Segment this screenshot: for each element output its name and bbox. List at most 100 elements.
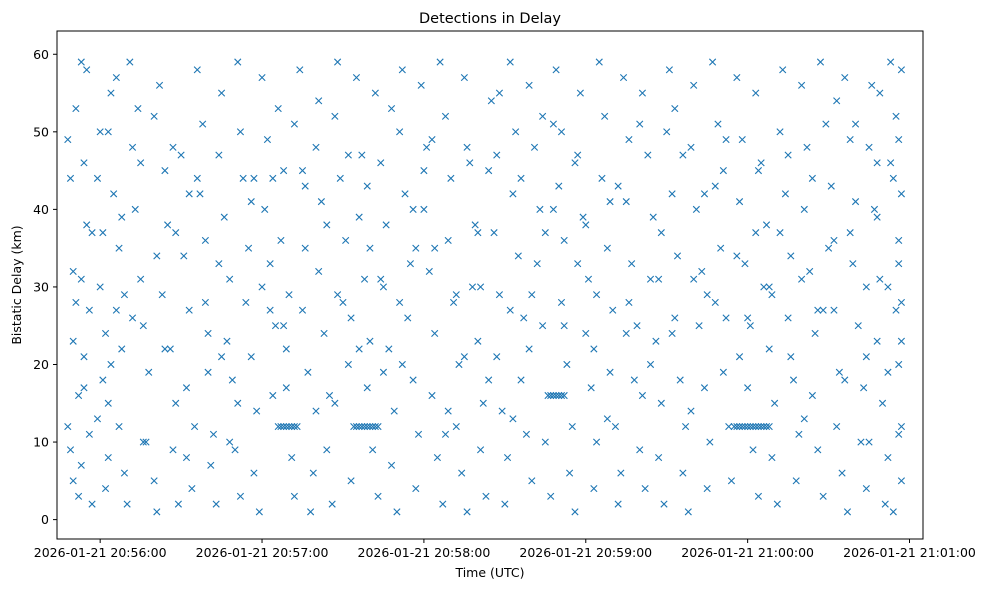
data-point: [204, 368, 212, 376]
data-point: [355, 345, 363, 353]
data-point: [703, 291, 711, 299]
data-point: [207, 461, 215, 469]
data-point: [282, 422, 290, 431]
data-point: [185, 190, 193, 198]
data-point: [579, 213, 587, 221]
data-point: [468, 283, 477, 291]
data-point: [657, 229, 665, 237]
data-point: [66, 446, 75, 454]
data-point: [266, 260, 274, 268]
data-point: [115, 244, 123, 252]
data-point: [636, 446, 644, 454]
data-point: [849, 260, 857, 268]
data-point: [765, 283, 773, 291]
x-axis-label: Time (UTC): [454, 565, 524, 580]
data-point: [835, 368, 843, 376]
data-point: [371, 89, 379, 97]
data-point: [744, 314, 752, 322]
data-point: [115, 422, 123, 431]
data-point: [344, 151, 352, 159]
data-point: [441, 430, 450, 438]
data-point: [641, 484, 649, 493]
data-point: [865, 143, 873, 151]
data-point: [220, 213, 228, 221]
data-point: [841, 376, 849, 384]
data-point: [96, 283, 104, 291]
data-point: [83, 66, 91, 74]
data-point: [126, 58, 134, 66]
x-axis-ticks: 2026-01-21 20:56:00 2026-01-21 20:57:00 20…: [34, 539, 976, 560]
data-point: [703, 484, 711, 493]
data-point: [288, 453, 296, 462]
data-point: [99, 376, 107, 384]
data-point: [789, 376, 798, 384]
data-point: [539, 112, 547, 120]
data-point: [396, 128, 404, 136]
data-point: [776, 229, 784, 237]
data-point: [85, 306, 93, 314]
data-point: [873, 213, 881, 221]
data-point: [74, 391, 83, 400]
data-point: [571, 508, 579, 516]
data-point: [280, 422, 288, 431]
data-point: [784, 151, 792, 159]
data-point: [201, 236, 209, 244]
data-point: [433, 453, 441, 462]
data-point: [185, 306, 193, 314]
data-point: [547, 391, 555, 400]
data-point: [101, 329, 110, 338]
data-point: [201, 298, 209, 307]
data-point: [692, 205, 700, 213]
data-point: [762, 422, 771, 431]
data-point: [336, 174, 344, 182]
data-point: [258, 283, 266, 291]
data-point: [379, 283, 388, 291]
data-point: [123, 500, 131, 508]
data-point: [506, 306, 514, 314]
data-point: [695, 322, 703, 330]
data-point: [253, 407, 261, 415]
data-point: [209, 430, 218, 438]
data-point: [226, 438, 234, 446]
data-point: [733, 422, 741, 431]
data-point: [366, 244, 374, 252]
data-point: [552, 66, 560, 74]
data-point: [595, 58, 603, 66]
data-point: [814, 306, 822, 314]
data-point: [296, 66, 304, 74]
data-point: [274, 422, 282, 431]
data-point: [466, 159, 474, 167]
data-point: [463, 508, 471, 516]
data-point: [80, 353, 88, 361]
x-tick-label: 2026-01-21 21:00:00: [681, 545, 814, 560]
data-point: [622, 329, 630, 338]
data-point: [636, 120, 644, 128]
data-point: [274, 104, 282, 113]
y-axis-label: Bistatic Delay (km): [9, 225, 24, 344]
data-point: [838, 469, 846, 477]
data-point: [366, 337, 374, 345]
data-point: [897, 298, 906, 307]
data-point: [239, 174, 247, 182]
data-point: [110, 190, 118, 198]
data-point: [719, 167, 727, 175]
data-point: [385, 345, 393, 353]
data-point: [458, 469, 466, 477]
data-point: [282, 384, 290, 392]
data-point: [652, 337, 660, 345]
data-point: [417, 81, 425, 89]
data-point: [722, 135, 730, 144]
data-point: [153, 508, 161, 516]
data-point: [290, 422, 298, 431]
data-point: [622, 198, 630, 206]
data-point: [773, 500, 781, 508]
data-point: [85, 430, 93, 438]
data-point: [328, 500, 336, 508]
data-point: [768, 291, 776, 299]
data-point: [509, 190, 517, 198]
data-point: [525, 345, 533, 353]
data-point: [290, 120, 298, 128]
data-point: [754, 492, 763, 500]
data-point: [444, 236, 452, 244]
